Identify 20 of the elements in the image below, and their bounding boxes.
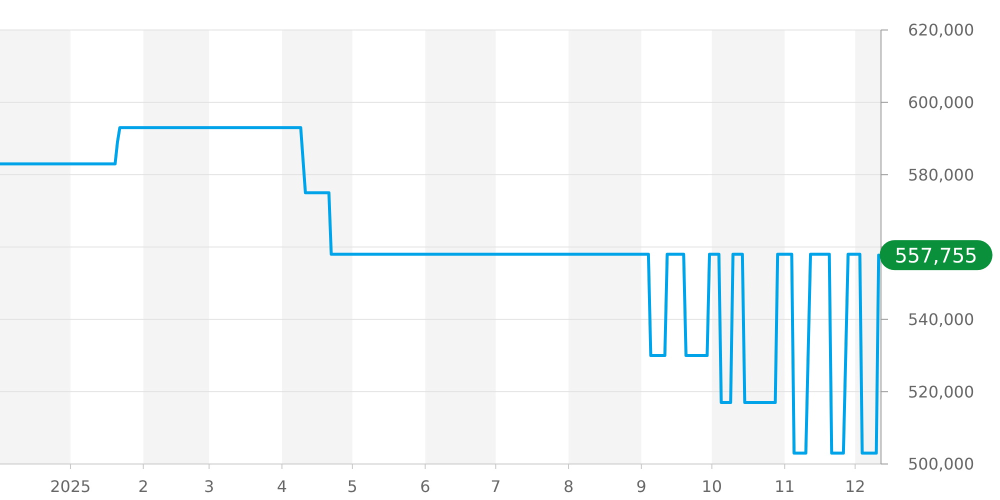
x-tick-label: 2 xyxy=(138,477,148,496)
line-series xyxy=(0,126,880,455)
y-tick-label: 600,000 xyxy=(908,92,974,112)
x-tick-label: 5 xyxy=(347,477,358,496)
y-tick-label: 500,000 xyxy=(908,454,974,474)
x-tick-label: 2025 xyxy=(50,477,91,496)
y-tick-label: 580,000 xyxy=(908,165,974,184)
y-tick-label: 520,000 xyxy=(908,382,974,402)
y-tick-label: 620,000 xyxy=(908,20,974,40)
x-tick-label: 4 xyxy=(276,477,288,496)
x-tick-label: 12 xyxy=(844,477,866,496)
x-tick-label: 10 xyxy=(702,477,722,496)
x-tick-label: 3 xyxy=(204,477,214,496)
x-tick-label: 9 xyxy=(636,477,646,496)
annotation: 557,755 xyxy=(894,243,978,268)
x-tick-label: 8 xyxy=(563,477,574,496)
x-tick-label: 11 xyxy=(774,477,795,496)
x-tick-label: 6 xyxy=(420,477,430,496)
y-tick-label: 540,000 xyxy=(908,310,974,329)
x-tick-label: 7 xyxy=(490,477,501,496)
